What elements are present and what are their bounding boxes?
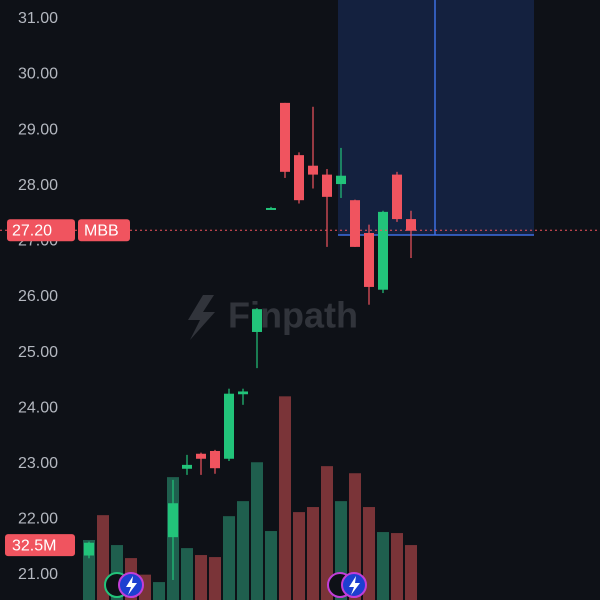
watermark-logo xyxy=(188,295,215,340)
volume-label-bg xyxy=(5,534,75,557)
y-tick-label: 22.00 xyxy=(18,511,58,528)
event-icons xyxy=(104,572,367,598)
volume-bar xyxy=(405,545,417,600)
volume-bar xyxy=(195,555,207,600)
y-tick-label: 24.00 xyxy=(18,399,58,416)
symbol-label: MBB xyxy=(84,222,119,239)
y-tick-label: 28.00 xyxy=(18,177,58,194)
overlay: 27.20 MBB 32.5M xyxy=(0,219,600,557)
volume-bar xyxy=(181,548,193,600)
y-tick-label: 23.00 xyxy=(18,455,58,472)
candle-body xyxy=(336,175,346,185)
candle-body xyxy=(350,200,360,247)
volume-bar xyxy=(223,516,235,600)
candle-body xyxy=(266,207,276,210)
volume-bar xyxy=(237,501,249,600)
candle-body xyxy=(84,542,94,556)
candle-body xyxy=(224,393,234,459)
candle-body xyxy=(168,503,178,538)
volume-bar xyxy=(349,473,361,600)
symbol-label-bg xyxy=(78,219,130,242)
y-tick-label: 29.00 xyxy=(18,121,58,138)
price-label: 27.20 xyxy=(12,222,52,239)
volume-bar xyxy=(153,582,165,600)
volume-bar xyxy=(265,531,277,600)
candle-body xyxy=(238,391,248,395)
volume-bar xyxy=(307,507,319,600)
y-tick-label: 21.00 xyxy=(18,566,58,583)
candle-body xyxy=(392,174,402,220)
volume-bar xyxy=(321,466,333,600)
volume-bar xyxy=(391,533,403,600)
watermark: Finpath xyxy=(188,295,358,340)
candle-body xyxy=(364,232,374,287)
event-icon-bolt xyxy=(126,576,137,595)
volume-bar xyxy=(279,396,291,600)
candle-body xyxy=(406,219,416,231)
volume-layer xyxy=(83,396,417,600)
candle-body xyxy=(280,102,290,172)
volume-label: 32.5M xyxy=(12,537,56,554)
candle-body xyxy=(182,464,192,469)
volume-bar xyxy=(251,462,263,600)
watermark-text: Finpath xyxy=(228,295,358,336)
y-tick-label: 31.00 xyxy=(18,10,58,27)
candle-body xyxy=(378,211,388,290)
candle-body xyxy=(294,155,304,201)
y-tick-label: 25.00 xyxy=(18,344,58,361)
candle-body xyxy=(308,165,318,175)
volume-bar xyxy=(363,507,375,600)
range-highlight xyxy=(338,0,534,235)
event-icon-bolt xyxy=(349,576,360,595)
volume-bar xyxy=(209,557,221,600)
volume-bar xyxy=(293,512,305,600)
price-label-bg xyxy=(7,219,75,242)
candle-body xyxy=(196,453,206,459)
volume-bar xyxy=(377,532,389,600)
y-tick-label: 26.00 xyxy=(18,288,58,305)
candle-layer xyxy=(84,102,416,580)
candle-body xyxy=(322,174,332,197)
y-tick-label: 30.00 xyxy=(18,66,58,83)
candle-body xyxy=(210,450,220,469)
y-axis: 21.0022.0023.0024.0025.0026.0027.0028.00… xyxy=(18,10,58,583)
candle-body xyxy=(252,309,262,332)
